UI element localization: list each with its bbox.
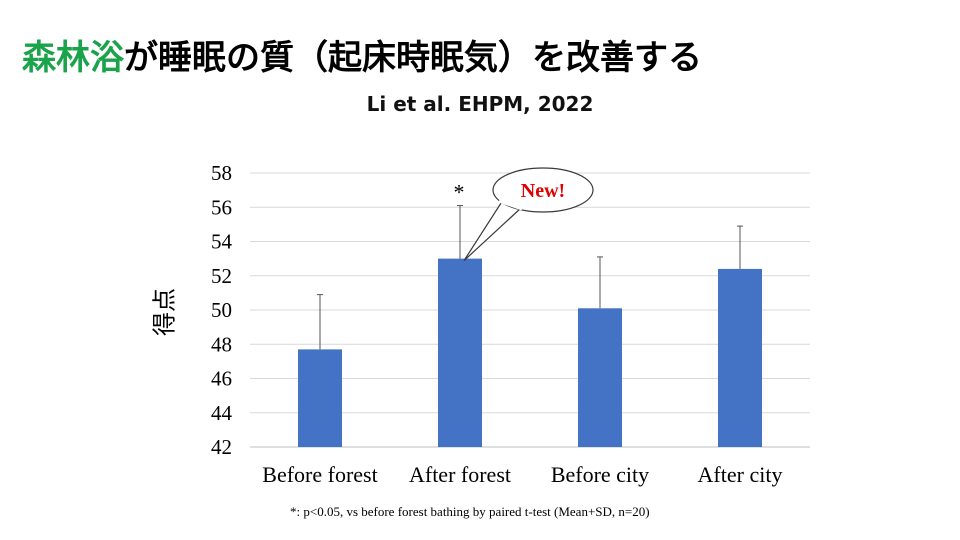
bar (298, 349, 342, 447)
y-tick-label: 50 (211, 298, 232, 322)
y-tick-label: 56 (211, 195, 232, 219)
citation-subtitle: Li et al. EHPM, 2022 (366, 92, 594, 116)
y-tick-label: 52 (211, 264, 232, 288)
callout-bubble (492, 167, 594, 213)
title-rest: が睡眠の質（起床時眠気）を改善する (124, 38, 702, 78)
y-tick-label: 58 (211, 161, 232, 185)
y-tick-label: 44 (211, 401, 233, 425)
callout-mask (498, 199, 523, 211)
slide-title: 森林浴が睡眠の質（起床時眠気）を改善する (22, 30, 702, 79)
category-labels: Before forest After forest Before city Afte… (262, 462, 782, 487)
error-bars (317, 205, 743, 350)
category-label: After forest (409, 462, 511, 487)
y-tick-label: 46 (211, 367, 232, 391)
bar (578, 308, 622, 447)
title-highlight: 森林浴 (22, 38, 124, 78)
callout-pointer (463, 199, 523, 262)
callout-new-label: New! (521, 180, 565, 202)
bar (718, 268, 762, 447)
y-tick-label: 54 (211, 230, 233, 254)
category-label: Before city (551, 462, 649, 487)
category-label: After city (698, 462, 783, 487)
category-label: Before forest (262, 462, 377, 487)
y-tick-label: 42 (211, 435, 232, 459)
y-tick-labels: 42 44 46 48 50 52 54 56 58 (211, 161, 233, 459)
annotations: * New! (454, 167, 594, 262)
y-tick-label: 48 (211, 332, 232, 356)
footnote: *: p<0.05, vs before forest bathing by p… (290, 504, 650, 519)
bars (298, 258, 762, 447)
significance-marker: * (454, 180, 465, 205)
bar (438, 258, 482, 447)
